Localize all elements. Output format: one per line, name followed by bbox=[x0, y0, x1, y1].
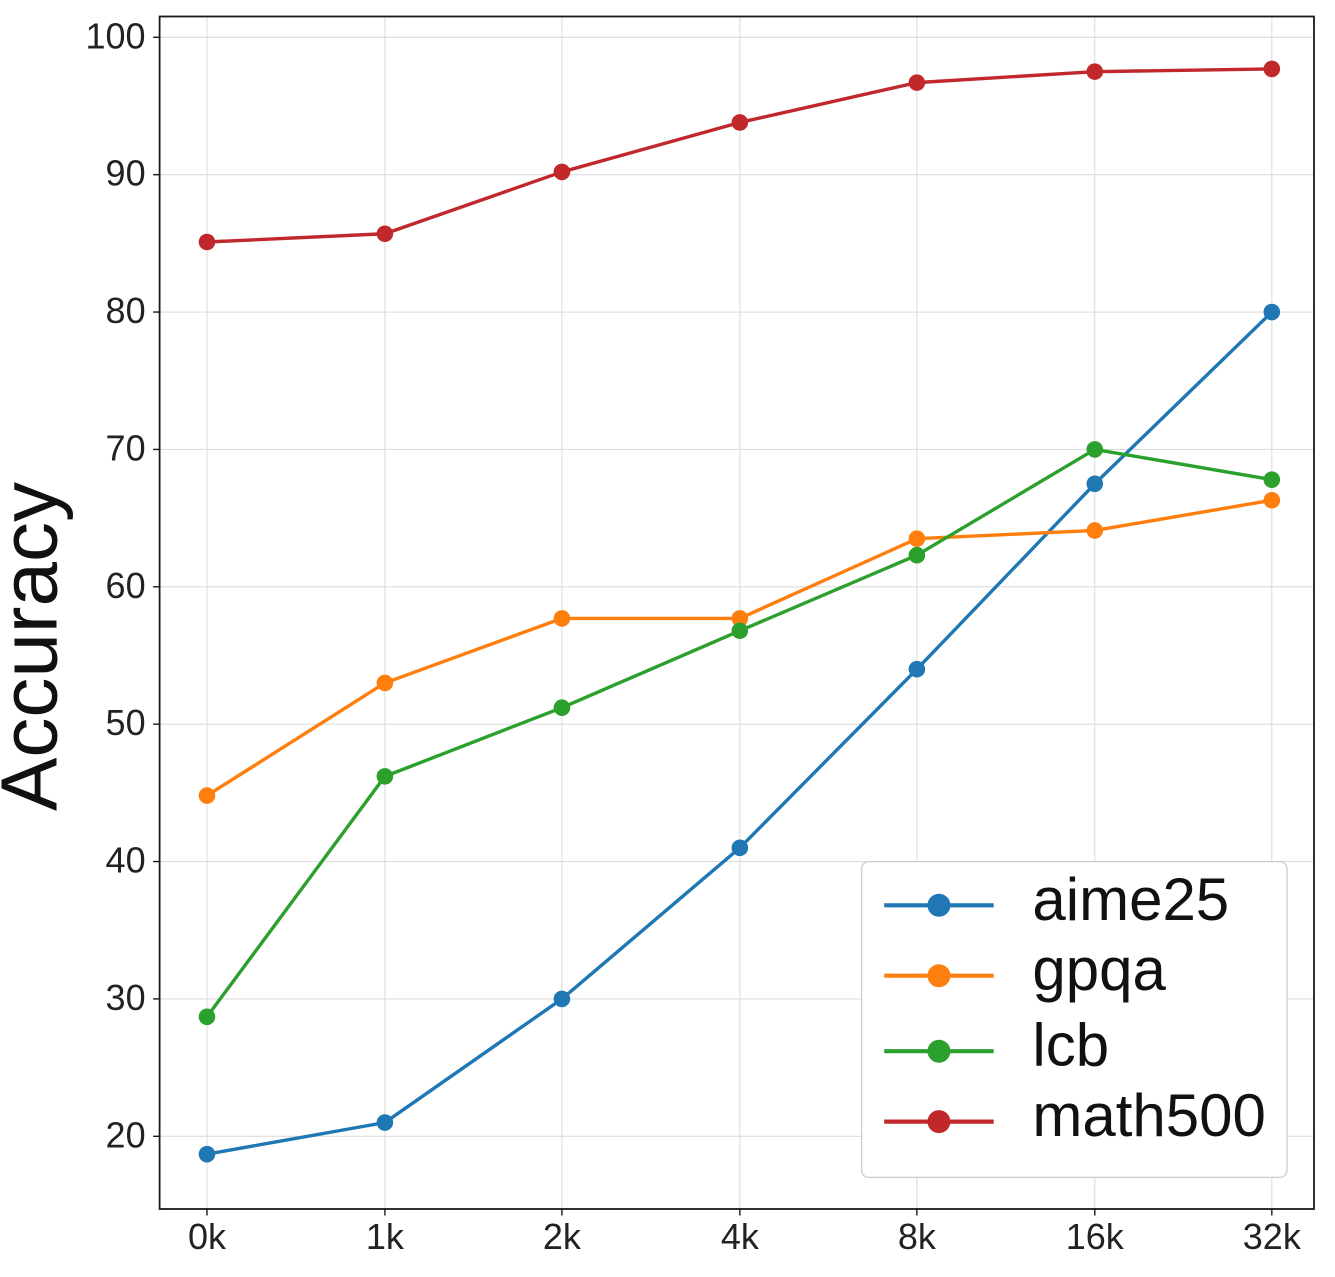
svg-text:Accuracy: Accuracy bbox=[0, 482, 74, 811]
svg-text:60: 60 bbox=[106, 565, 146, 606]
svg-text:100: 100 bbox=[86, 15, 146, 56]
svg-text:aime25: aime25 bbox=[1032, 866, 1229, 933]
svg-text:1k: 1k bbox=[366, 1216, 405, 1257]
svg-text:8k: 8k bbox=[898, 1216, 937, 1257]
svg-text:30: 30 bbox=[106, 977, 146, 1018]
svg-text:2k: 2k bbox=[543, 1216, 582, 1257]
svg-text:lcb: lcb bbox=[1032, 1012, 1109, 1079]
svg-text:70: 70 bbox=[106, 427, 146, 468]
svg-text:gpqa: gpqa bbox=[1032, 936, 1166, 1003]
svg-text:40: 40 bbox=[106, 840, 146, 881]
svg-text:16k: 16k bbox=[1066, 1216, 1125, 1257]
svg-text:0k: 0k bbox=[188, 1216, 227, 1257]
svg-text:32k: 32k bbox=[1243, 1216, 1302, 1257]
svg-text:20: 20 bbox=[106, 1114, 146, 1155]
svg-text:math500: math500 bbox=[1032, 1082, 1266, 1149]
svg-text:4k: 4k bbox=[721, 1216, 760, 1257]
svg-text:90: 90 bbox=[106, 153, 146, 194]
svg-text:50: 50 bbox=[106, 702, 146, 743]
svg-text:80: 80 bbox=[106, 290, 146, 331]
